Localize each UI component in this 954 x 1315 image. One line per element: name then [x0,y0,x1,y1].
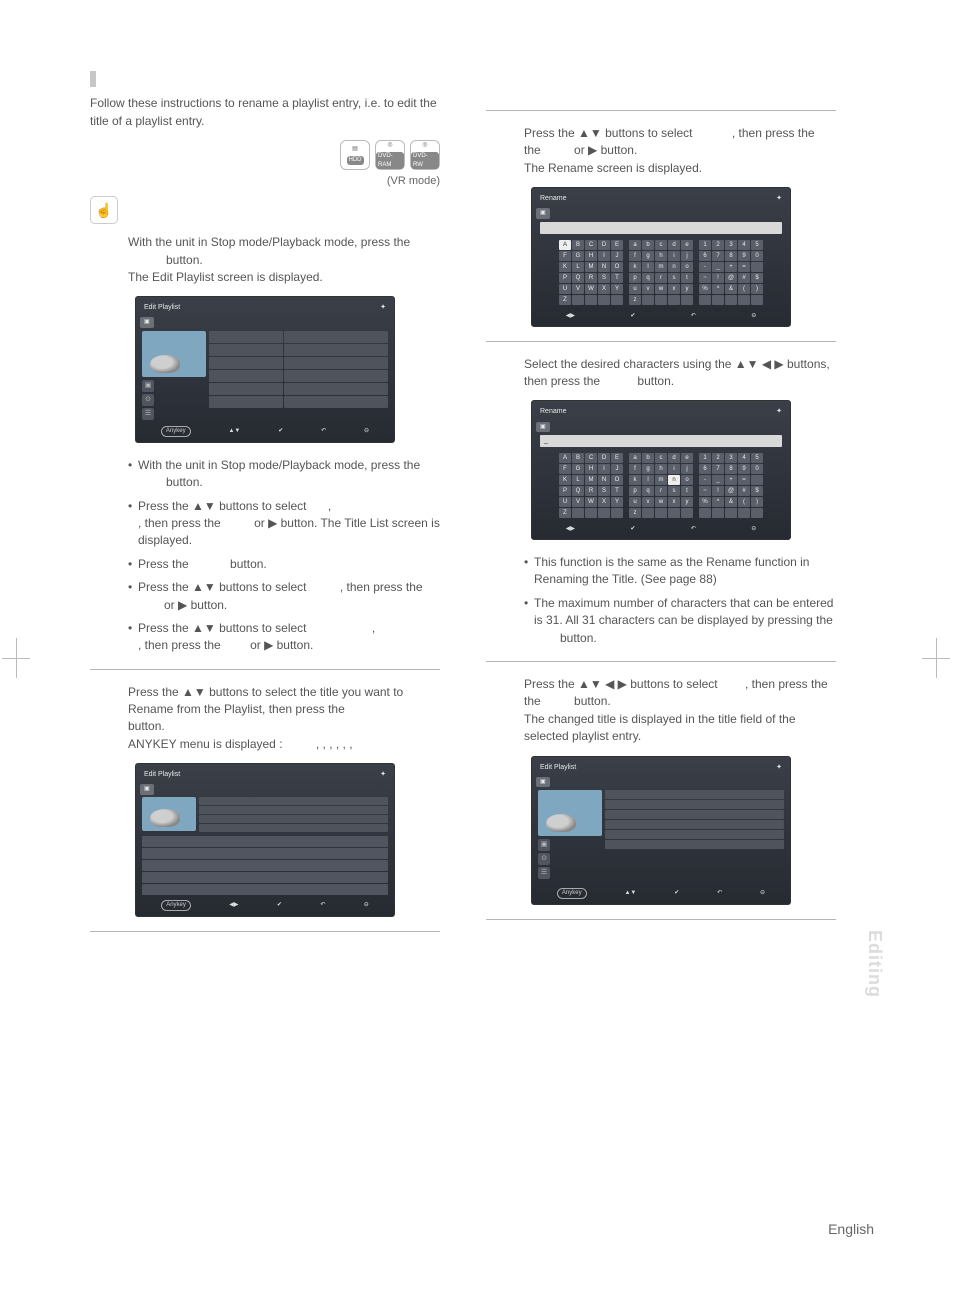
vr-mode-label: (VR mode) [90,174,440,190]
rename-keyboard-screenshot-2: Rename✦ ▣ _ ABCDEFGHIJKLMNOPQRSTUVWXYZ a… [531,400,791,540]
hdd-badge: ▤HDD [340,140,370,170]
divider [486,110,836,111]
disc-badges-row: ▤HDD ◎DVD-RAM ◎DVD-RW [90,140,440,170]
footer-language: English [828,1219,874,1239]
divider [486,661,836,662]
step-2-text: Press the ▲▼ buttons to select the title… [128,684,440,754]
divider [486,341,836,342]
alt-step-5: Press the ▲▼ buttons to select , , then … [128,620,440,655]
alt-step-1: With the unit in Stop mode/Playback mode… [128,457,440,492]
hand-icon: ☝ [90,196,118,224]
divider [486,919,836,920]
step-3-text: Press the ▲▼ buttons to select , then pr… [524,125,836,177]
alt-step-4: Press the ▲▼ buttons to select , then pr… [128,579,440,614]
notes-list: This function is the same as the Rename … [524,554,836,647]
side-tab-label: Editing [862,930,888,998]
step-1-text: With the unit in Stop mode/Playback mode… [128,234,440,286]
dvd-ram-badge: ◎DVD-RAM [375,140,405,170]
step-4-text: Select the desired characters using the … [524,356,836,391]
note-1: This function is the same as the Rename … [524,554,836,589]
anykey-menu-screenshot: Edit Playlist✦ ▣ Anykey ◀▶✔↶⊖ [135,763,395,917]
edit-playlist-screenshot: Edit Playlist✦ ▣ ▣⊙☰ Anykey ▲▼✔↶⊖ [135,296,395,443]
divider [90,669,440,670]
rename-keyboard-screenshot-1: Rename✦ ▣ ABCDEFGHIJKLMNOPQRSTUVWXYZ abc… [531,187,791,327]
intro-text: Follow these instructions to rename a pl… [90,95,440,130]
result-playlist-screenshot: Edit Playlist✦ ▣ ▣⊙☰ Anykey ▲▼✔↶⊖ [531,756,791,906]
alt-step-3: Press the button. [128,556,440,573]
dvd-rw-badge: ◎DVD-RW [410,140,440,170]
alternate-steps-list: With the unit in Stop mode/Playback mode… [128,457,440,655]
note-2: The maximum number of characters that ca… [524,595,836,647]
alt-step-2: Press the ▲▼ buttons to select , , then … [128,498,440,550]
section-marker [90,70,440,87]
step-5-text: Press the ▲▼ ◀ ▶ buttons to select , the… [524,676,836,746]
divider [90,931,440,932]
